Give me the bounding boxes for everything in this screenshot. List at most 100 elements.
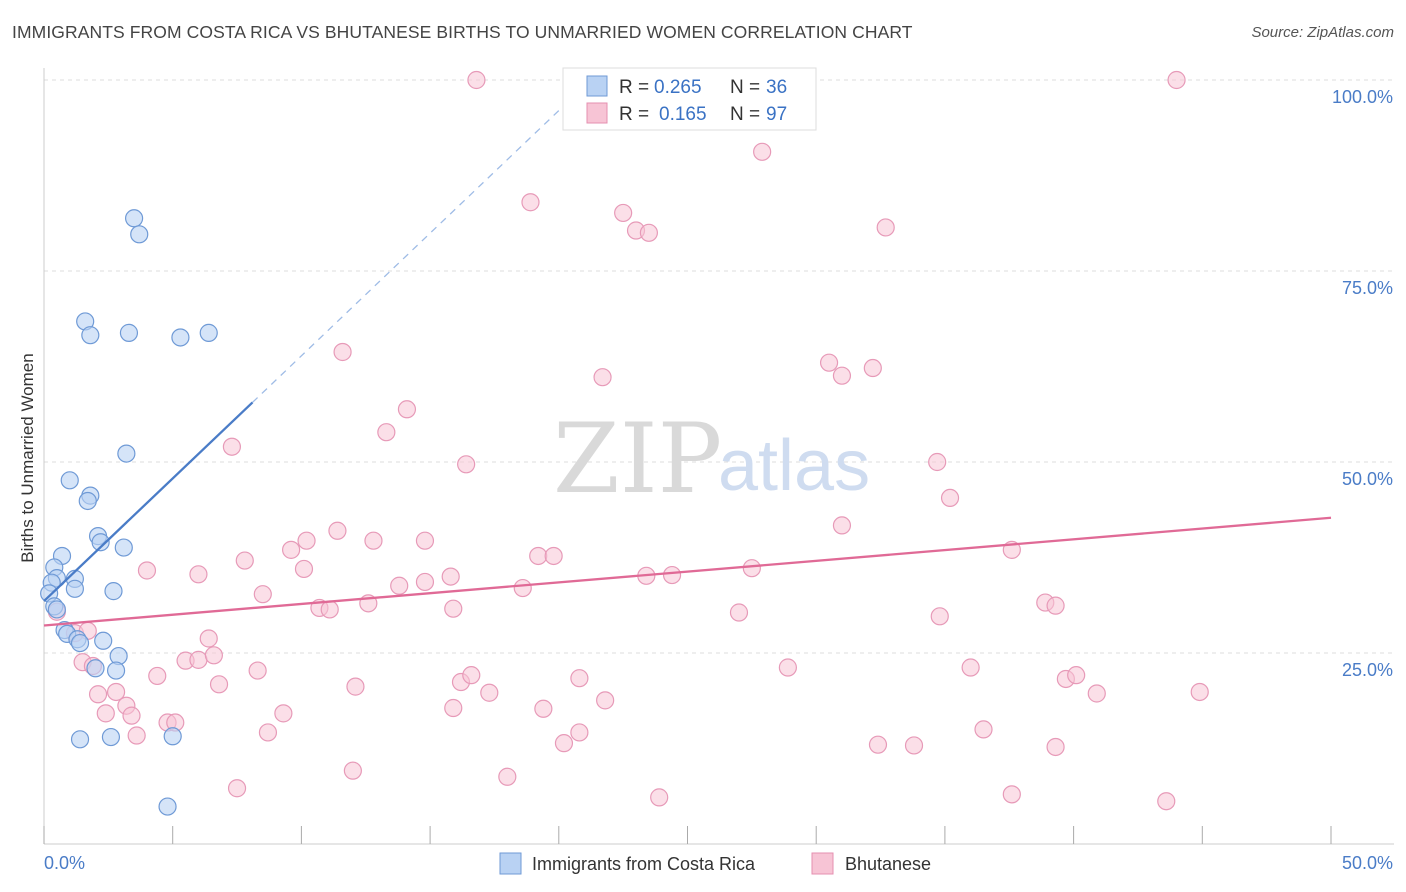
legend-swatch-blue — [586, 75, 608, 97]
legend-r-label-2: R = — [619, 104, 649, 125]
costa-rica-point-31 — [106, 661, 126, 680]
bhutanese-point-71 — [1190, 682, 1209, 702]
legend-n-label-2: N = — [730, 104, 760, 125]
costa-rica-point-10 — [78, 491, 97, 511]
watermark: ZIP atlas — [553, 403, 870, 515]
bhutanese-point-20 — [328, 521, 347, 540]
x-tick-label-min: 0.0% — [44, 853, 85, 873]
bhutanese-point-70 — [1087, 684, 1106, 703]
y-tick-label-1: 50.0% — [1342, 469, 1393, 489]
bhutanese-point-27 — [544, 546, 563, 566]
bhutanese-point-17 — [928, 452, 947, 472]
bhutanese-point-1 — [1167, 70, 1186, 90]
costa-rica-trend-extension — [252, 97, 573, 403]
series-legend-swatch-blue — [499, 852, 522, 875]
bhutanese-point-14 — [377, 423, 396, 442]
bhutanese-point-83 — [258, 723, 278, 742]
bhutanese-point-7 — [876, 218, 895, 237]
costa-rica-point-3 — [81, 326, 100, 345]
costa-rica-point-12 — [91, 533, 110, 552]
legend-r-value-2: 0.165 — [659, 104, 707, 125]
bhutanese-point-33 — [441, 567, 460, 586]
bhutanese-point-65 — [596, 691, 615, 710]
bhutanese-point-42 — [320, 600, 339, 619]
legend-n-value-2: 97 — [766, 104, 787, 125]
bhutanese-point-47 — [930, 607, 949, 626]
legend-n-label-1: N = — [730, 77, 760, 98]
bhutanese-point-44 — [729, 603, 749, 622]
bhutanese-point-21 — [297, 531, 316, 550]
bhutanese-trend-line — [43, 516, 1332, 627]
bhutanese-point-86 — [868, 735, 888, 754]
bhutanese-point-89 — [1046, 737, 1065, 757]
bhutanese-point-94 — [1002, 785, 1021, 804]
bhutanese-point-57 — [248, 661, 267, 680]
bhutanese-point-59 — [209, 675, 229, 694]
series-legend-swatch-pink — [811, 852, 834, 875]
costa-rica-point-27 — [94, 631, 113, 650]
costa-rica-point-6 — [199, 323, 218, 342]
bhutanese-point-55 — [189, 650, 208, 669]
bhutanese-point-50 — [199, 629, 218, 648]
bhutanese-point-88 — [974, 720, 993, 739]
series-legend: Immigrants from Costa Rica Bhutanese — [499, 852, 931, 875]
x-tick-label-max: 50.0% — [1342, 853, 1393, 873]
y-tick-label-2: 75.0% — [1342, 278, 1393, 298]
bhutanese-point-10 — [832, 366, 852, 385]
bhutanese-point-22 — [364, 531, 383, 550]
legend-r-value-1: 0.265 — [654, 77, 702, 98]
bhutanese-point-80 — [444, 698, 463, 718]
costa-rica-point-34 — [163, 727, 182, 746]
bhutanese-point-73 — [106, 682, 126, 702]
costa-rica-point-20 — [104, 582, 123, 601]
bhutanese-points — [47, 70, 1209, 811]
bhutanese-point-0 — [467, 70, 486, 90]
costa-rica-trend-line — [43, 401, 254, 602]
costa-rica-points — [40, 209, 218, 816]
bhutanese-point-23 — [415, 531, 435, 550]
bhutanese-point-82 — [127, 726, 146, 745]
bhutanese-point-19 — [832, 516, 852, 535]
bhutanese-point-37 — [390, 576, 409, 595]
bhutanese-point-62 — [462, 666, 481, 685]
stats-legend: R = 0.265 N = 36 R = 0.165 N = 97 — [562, 67, 817, 131]
bhutanese-point-31 — [742, 559, 761, 578]
bhutanese-point-36 — [415, 572, 435, 592]
bhutanese-point-92 — [227, 779, 247, 798]
bhutanese-point-81 — [534, 699, 553, 718]
bhutanese-point-3 — [521, 193, 540, 212]
bhutanese-point-18 — [940, 488, 960, 508]
bhutanese-point-39 — [253, 585, 272, 604]
bhutanese-point-72 — [88, 685, 108, 704]
bhutanese-point-35 — [662, 565, 682, 585]
costa-rica-point-32 — [70, 730, 90, 749]
bhutanese-point-74 — [96, 704, 115, 723]
bhutanese-point-4 — [614, 203, 633, 223]
bhutanese-point-93 — [650, 788, 669, 807]
legend-n-value-1: 36 — [766, 77, 787, 98]
bhutanese-point-2 — [753, 142, 772, 161]
bhutanese-point-29 — [137, 561, 157, 580]
trend-lines — [43, 97, 1332, 627]
chart-title: IMMIGRANTS FROM COSTA RICA VS BHUTANESE … — [12, 22, 913, 42]
bhutanese-point-6 — [639, 223, 658, 242]
y-tick-label-3: 100.0% — [1332, 87, 1393, 107]
costa-rica-point-8 — [60, 471, 79, 490]
bhutanese-point-43 — [444, 599, 463, 618]
bhutanese-point-38 — [513, 578, 532, 598]
costa-rica-point-28 — [70, 633, 90, 653]
bhutanese-point-76 — [122, 706, 141, 725]
costa-rica-point-35 — [158, 797, 177, 816]
bhutanese-point-56 — [204, 646, 223, 665]
legend-r-label-1: R = — [619, 77, 649, 98]
bhutanese-point-91 — [498, 767, 517, 786]
costa-rica-point-30 — [86, 659, 105, 678]
bhutanese-point-24 — [282, 540, 301, 559]
bhutanese-point-12 — [593, 368, 612, 387]
bhutanese-point-87 — [904, 736, 924, 755]
bhutanese-point-66 — [778, 658, 797, 677]
legend-swatch-pink — [586, 102, 608, 124]
bhutanese-point-13 — [397, 400, 417, 419]
costa-rica-point-7 — [117, 444, 136, 463]
bhutanese-point-46 — [1046, 596, 1065, 615]
